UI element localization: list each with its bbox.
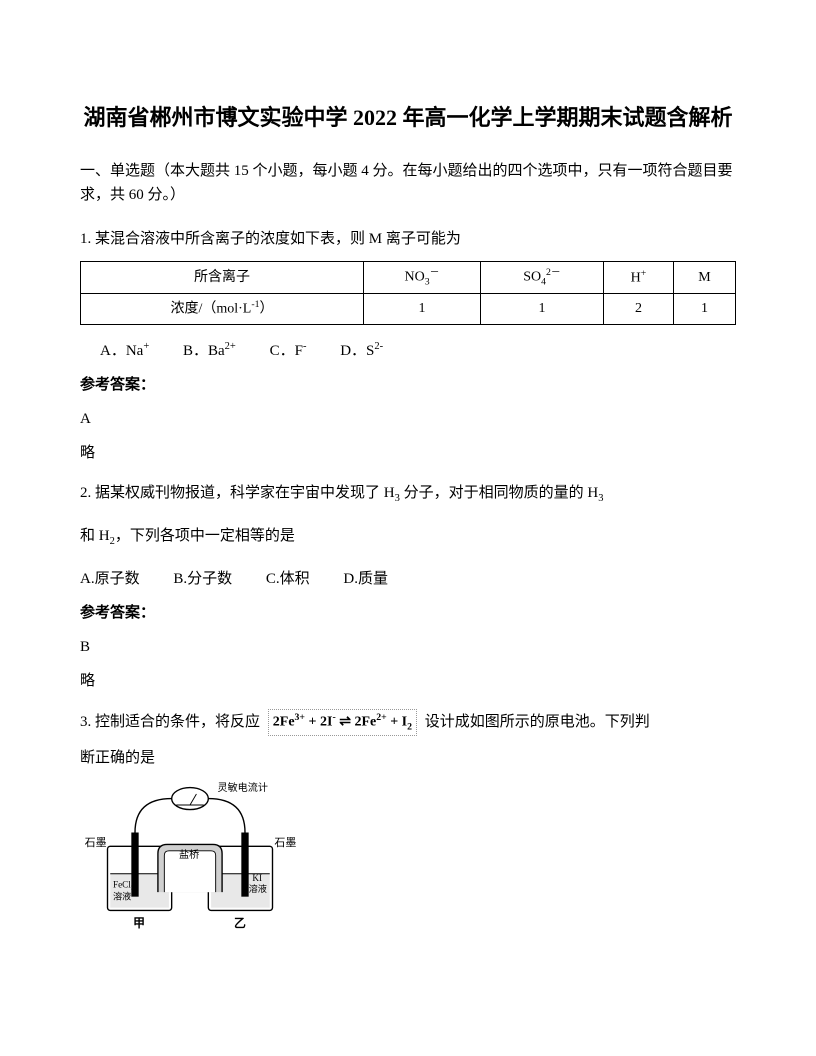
q3-prefix: 3. 控制适合的条件，将反应	[80, 714, 260, 730]
question-2: 2. 据某权威刊物报道，科学家在宇宙中发现了 H3 分子，对于相同物质的量的 H…	[80, 481, 736, 693]
table-cell: SO42－	[480, 262, 603, 294]
electrochemical-cell-diagram: 灵敏电流计 石墨 石墨 盐桥 FeCl₃ 溶液 KI 溶液 甲 乙	[80, 780, 300, 948]
table-cell: 1	[480, 294, 603, 325]
option-c: C.体积	[266, 571, 310, 587]
section-header: 一、单选题（本大题共 15 个小题，每小题 4 分。在每小题给出的四个选项中，只…	[80, 159, 736, 207]
beaker-right-label: 乙	[234, 916, 246, 930]
question-3: 3. 控制适合的条件，将反应 2Fe3+ + 2I- ⇌ 2Fe2+ + I2 …	[80, 709, 736, 948]
q3-line1: 3. 控制适合的条件，将反应 2Fe3+ + 2I- ⇌ 2Fe2+ + I2 …	[80, 709, 736, 736]
galvanometer-icon	[172, 788, 209, 810]
beaker-left-label: 甲	[133, 916, 145, 930]
right-solution-label2: 溶液	[249, 883, 267, 894]
table-cell: M	[673, 262, 735, 294]
question-1: 1. 某混合溶液中所含离子的浓度如下表，则 M 离子可能为 所含离子 NO3－ …	[80, 227, 736, 465]
table-cell: H+	[604, 262, 674, 294]
table-cell: 所含离子	[81, 262, 364, 294]
option-d: D．S2-	[340, 343, 383, 359]
option-a: A．Na+	[100, 343, 149, 359]
right-electrode-label: 石墨	[274, 836, 296, 849]
left-solution-label2: 溶液	[113, 890, 131, 901]
answer-label: 参考答案：	[80, 373, 736, 397]
option-b: B.分子数	[173, 571, 232, 587]
answer-label: 参考答案：	[80, 601, 736, 625]
table-cell: 1	[364, 294, 481, 325]
table-cell: 2	[604, 294, 674, 325]
q3-suffix: 设计成如图所示的原电池。下列判	[425, 714, 650, 730]
option-b: B．Ba2+	[183, 343, 236, 359]
table-row: 所含离子 NO3－ SO42－ H+ M	[81, 262, 736, 294]
galvanometer-label: 灵敏电流计	[218, 781, 268, 794]
q2-line2: 和 H2，下列各项中一定相等的是	[80, 524, 736, 551]
q2-line1: 2. 据某权威刊物报道，科学家在宇宙中发现了 H3 分子，对于相同物质的量的 H…	[80, 481, 736, 508]
table-cell: 浓度/（mol·L-1）	[81, 294, 364, 325]
page-title: 湖南省郴州市博文实验中学 2022 年高一化学上学期期末试题含解析	[80, 100, 736, 135]
option-c: C．F-	[270, 343, 307, 359]
table-cell: 1	[673, 294, 735, 325]
salt-bridge-label: 盐桥	[179, 848, 199, 861]
q1-table: 所含离子 NO3－ SO42－ H+ M 浓度/（mol·L-1） 1 1 2 …	[80, 261, 736, 325]
left-electrode-label: 石墨	[85, 836, 107, 849]
option-d: D.质量	[343, 571, 388, 587]
q1-answer: A	[80, 407, 736, 431]
q2-options: A.原子数 B.分子数 C.体积 D.质量	[80, 567, 736, 591]
q2-answer: B	[80, 635, 736, 659]
reaction-equation: 2Fe3+ + 2I- ⇌ 2Fe2+ + I2	[268, 709, 417, 736]
q1-text: 1. 某混合溶液中所含离子的浓度如下表，则 M 离子可能为	[80, 227, 736, 251]
option-a: A.原子数	[80, 571, 140, 587]
right-solution-label: KI	[252, 873, 262, 883]
left-solution-label: FeCl₃	[113, 880, 134, 890]
table-row: 浓度/（mol·L-1） 1 1 2 1	[81, 294, 736, 325]
q2-brief: 略	[80, 669, 736, 693]
q1-brief: 略	[80, 441, 736, 465]
q1-options: A．Na+ B．Ba2+ C．F- D．S2-	[100, 339, 736, 363]
q3-line2: 断正确的是	[80, 746, 736, 770]
table-cell: NO3－	[364, 262, 481, 294]
